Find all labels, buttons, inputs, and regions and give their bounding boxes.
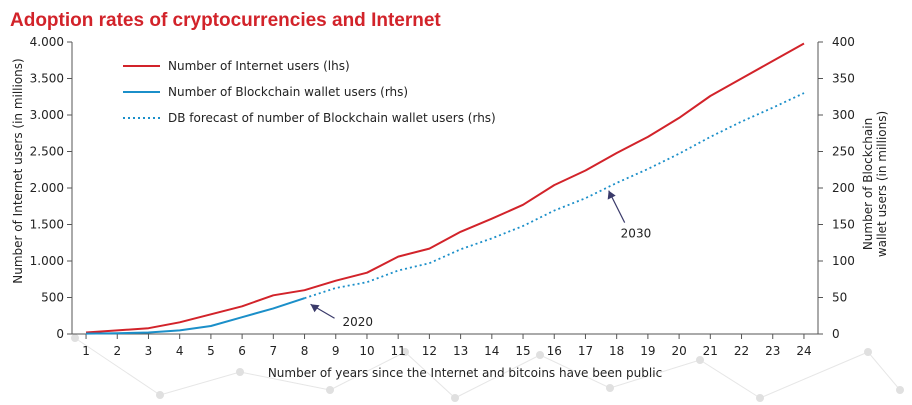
decoration-node: [606, 384, 614, 392]
decoration-link: [404, 351, 456, 399]
y-left-tick-label: 4.000: [30, 35, 64, 49]
annotations: 2020 2030: [310, 190, 652, 329]
y-left-tick-label: 1.000: [30, 254, 64, 268]
y-right-tick-label: 150: [832, 218, 855, 232]
y-right-tick-label: 200: [832, 181, 855, 195]
decoration-node: [451, 394, 459, 402]
decoration-node: [401, 348, 409, 356]
decoration-node: [156, 391, 164, 399]
decoration-node: [236, 368, 244, 376]
y-left-tick-label: 500: [41, 291, 64, 305]
decoration-link: [539, 354, 611, 389]
decoration-link: [239, 371, 331, 391]
y-left-tick-label: 2.000: [30, 181, 64, 195]
x-axis-title: Number of years since the Internet and b…: [268, 366, 662, 380]
y-right-tick-label: 400: [832, 35, 855, 49]
y-left-tick-label: 3.500: [30, 72, 64, 86]
x-tick-label: 24: [796, 344, 811, 358]
y-right-tick-label: 300: [832, 108, 855, 122]
decoration-node: [696, 356, 704, 364]
x-tick-label: 20: [671, 344, 686, 358]
y-right-tick-label: 0: [832, 327, 840, 341]
decoration-link: [699, 359, 761, 399]
data-series: [85, 42, 805, 335]
x-tick-label: 15: [515, 344, 530, 358]
y-right-axis-title: Number of Blockchainwallet users (in mil…: [861, 111, 889, 257]
series-line-3: [304, 92, 805, 300]
x-tick-label: 2: [113, 344, 121, 358]
x-tick-label: 5: [207, 344, 215, 358]
x-tick-label: 6: [238, 344, 246, 358]
y-right-tick-label: 100: [832, 254, 855, 268]
x-tick-label: 14: [484, 344, 499, 358]
decoration-link: [609, 359, 701, 389]
annotation-arrowhead-2020: [310, 304, 320, 313]
decoration-link: [454, 354, 541, 399]
decoration-link: [74, 337, 161, 396]
axes: 0 500 1.000 1.500 2.000 2.500 3.000 3.500 4.000 0…: [11, 35, 889, 380]
legend: Number of Internet users (lhs) Number of …: [123, 59, 496, 125]
decoration-link: [159, 371, 241, 396]
x-tick-label: 21: [703, 344, 718, 358]
x-tick-label: 12: [422, 344, 437, 358]
x-tick-label: 4: [176, 344, 184, 358]
y-left-tick-label: 1.500: [30, 218, 64, 232]
annotation-label-2030: 2030: [621, 227, 652, 241]
decoration-node: [536, 351, 544, 359]
annotation-arrowhead-2030: [607, 190, 616, 200]
y-left-tick-label: 3.000: [30, 108, 64, 122]
decoration-node: [71, 334, 79, 342]
x-tick-label: 10: [359, 344, 374, 358]
y-left-axis-title: Number of Internet users (in millions): [11, 58, 25, 283]
decoration-link: [759, 351, 869, 399]
x-tick-label: 18: [609, 344, 624, 358]
series-line-1: [85, 42, 805, 334]
y-right-tick-label: 350: [832, 72, 855, 86]
series-line-2: [85, 297, 305, 335]
legend-label-1: Number of Internet users (lhs): [168, 59, 350, 73]
x-tick-label: 7: [270, 344, 278, 358]
y-right-tick-label: 250: [832, 145, 855, 159]
x-tick-label: 11: [391, 344, 406, 358]
x-tick-label: 3: [145, 344, 153, 358]
decoration-node: [326, 386, 334, 394]
x-tick-label: 19: [640, 344, 655, 358]
x-tick-label: 17: [578, 344, 593, 358]
decoration-node: [756, 394, 764, 402]
y-right-tick-label: 50: [832, 291, 847, 305]
decoration-node: [864, 348, 872, 356]
chart-title: Adoption rates of cryptocurrencies and I…: [10, 10, 441, 31]
annotation-label-2020: 2020: [343, 315, 374, 329]
y-right-axis-title-line: wallet users (in millions): [875, 111, 889, 257]
y-right-axis-title-line: Number of Blockchain: [861, 118, 875, 250]
decoration-node: [896, 386, 904, 394]
background-network-decoration: [71, 334, 904, 402]
x-tick-label: 16: [547, 344, 562, 358]
x-tick-label: 13: [453, 344, 468, 358]
y-left-tick-label: 0: [56, 327, 64, 341]
x-tick-label: 22: [734, 344, 749, 358]
legend-label-2: Number of Blockchain wallet users (rhs): [168, 85, 408, 99]
x-tick-label: 8: [301, 344, 309, 358]
decoration-link: [329, 351, 406, 391]
decoration-link: [867, 351, 901, 391]
legend-label-3: DB forecast of number of Blockchain wall…: [168, 111, 496, 125]
y-left-tick-label: 2.500: [30, 145, 64, 159]
x-tick-label: 23: [765, 344, 780, 358]
x-tick-label: 1: [82, 344, 90, 358]
x-tick-label: 9: [332, 344, 340, 358]
